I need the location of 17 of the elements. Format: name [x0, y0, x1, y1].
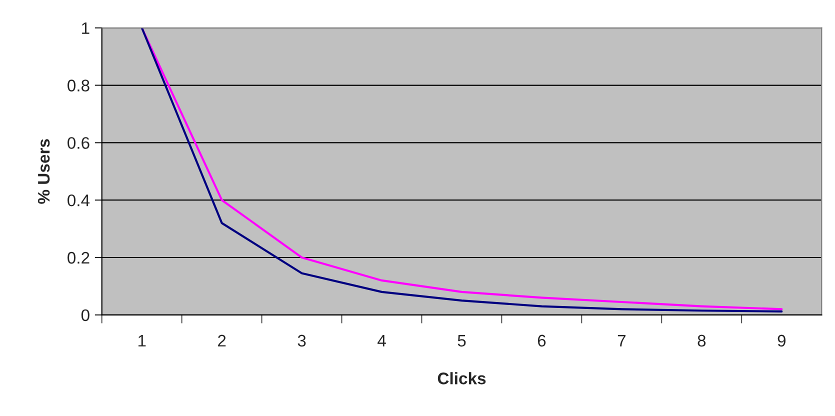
y-tick-label: 1 — [82, 22, 90, 34]
y-tick-label: 0.6 — [68, 137, 90, 149]
x-tick-label: 2 — [218, 334, 226, 346]
x-tick-label: 1 — [138, 334, 146, 346]
y-axis-title: % Users — [38, 139, 50, 204]
y-tick-label: 0.4 — [68, 194, 90, 206]
x-tick-label: 8 — [698, 334, 706, 347]
x-tick-label: 4 — [378, 334, 386, 346]
x-tick-label: 7 — [618, 334, 626, 346]
x-tick-label: 9 — [778, 334, 786, 347]
y-tick-label: 0.8 — [68, 80, 90, 92]
x-tick-label: 6 — [538, 334, 546, 347]
y-tick-label: 0.2 — [68, 252, 90, 264]
x-tick-label: 5 — [458, 334, 466, 347]
x-tick-label: 3 — [298, 334, 306, 347]
y-tick-label: 0 — [81, 309, 90, 322]
x-axis-title: Clicks — [438, 372, 486, 384]
